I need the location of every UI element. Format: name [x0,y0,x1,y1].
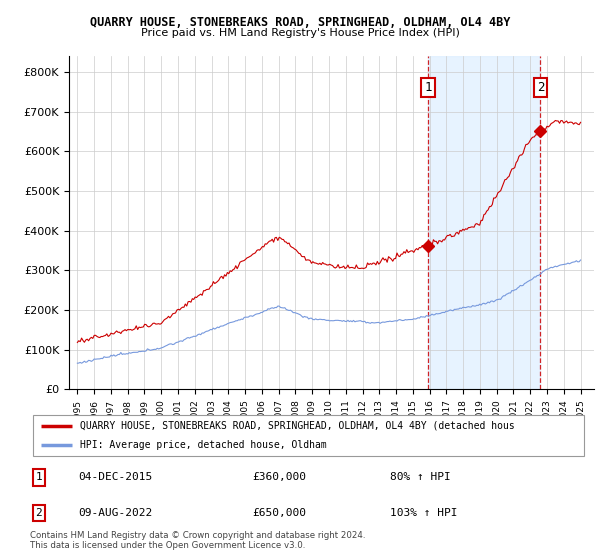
Text: Contains HM Land Registry data © Crown copyright and database right 2024.
This d: Contains HM Land Registry data © Crown c… [30,530,365,550]
Text: £360,000: £360,000 [252,473,306,482]
Text: 2: 2 [35,508,43,517]
Bar [428,56,541,389]
Text: Price paid vs. HM Land Registry's House Price Index (HPI): Price paid vs. HM Land Registry's House … [140,28,460,38]
Text: HPI: Average price, detached house, Oldham: HPI: Average price, detached house, Oldh… [80,440,327,450]
Text: 103% ↑ HPI: 103% ↑ HPI [390,508,458,517]
Text: QUARRY HOUSE, STONEBREAKS ROAD, SPRINGHEAD, OLDHAM, OL4 4BY (detached hous: QUARRY HOUSE, STONEBREAKS ROAD, SPRINGHE… [80,421,515,431]
Text: 80% ↑ HPI: 80% ↑ HPI [390,473,451,482]
FancyBboxPatch shape [33,416,584,456]
Text: 04-DEC-2015: 04-DEC-2015 [78,473,152,482]
Text: 1: 1 [35,473,43,482]
Text: 09-AUG-2022: 09-AUG-2022 [78,508,152,517]
Text: 1: 1 [425,81,432,94]
Text: £650,000: £650,000 [252,508,306,517]
Text: 2: 2 [537,81,544,94]
Text: QUARRY HOUSE, STONEBREAKS ROAD, SPRINGHEAD, OLDHAM, OL4 4BY: QUARRY HOUSE, STONEBREAKS ROAD, SPRINGHE… [90,16,510,29]
